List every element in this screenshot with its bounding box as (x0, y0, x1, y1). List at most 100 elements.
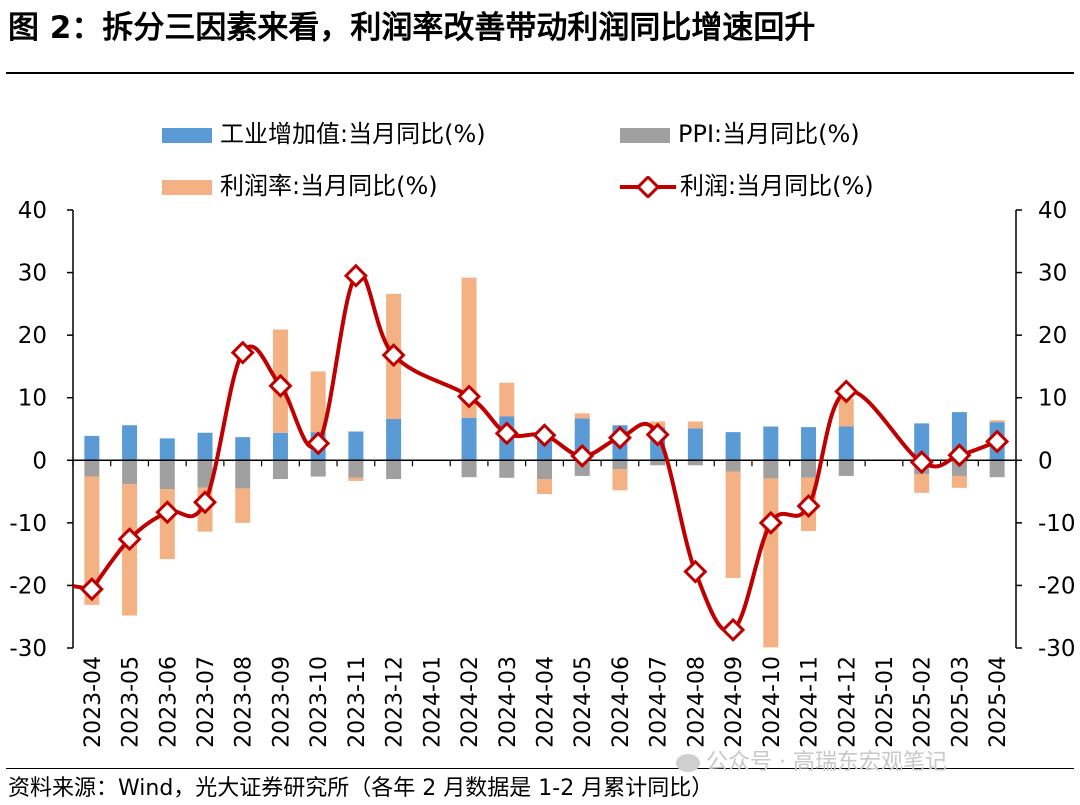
profit-marker (985, 429, 1010, 454)
x-tick-label: 2023-05 (119, 656, 144, 748)
bar-series2 (914, 474, 930, 493)
y-tick-label-left: -20 (9, 573, 47, 599)
x-tick-label: 2024-11 (798, 656, 823, 748)
profit-marker (758, 510, 783, 535)
x-tick-label: 2023-08 (232, 656, 257, 748)
profit-marker (381, 343, 406, 368)
x-tick-label: 2025-01 (873, 656, 898, 748)
x-tick-label: 2023-09 (269, 656, 294, 748)
bar-series1 (574, 460, 590, 476)
bar-series1 (159, 460, 175, 490)
y-tick-label-right: 0 (1038, 448, 1053, 474)
bar-series1 (838, 460, 854, 476)
bar-series2 (763, 478, 779, 648)
x-tick-label: 2023-04 (81, 656, 106, 748)
profit-marker (721, 617, 746, 642)
bar-series1 (310, 460, 326, 477)
bar-series1 (989, 460, 1005, 478)
bar-series0 (687, 428, 703, 461)
bar-series1 (951, 460, 967, 476)
profit-marker (457, 384, 482, 409)
y-tick-label-right: -30 (1038, 636, 1076, 662)
bar-series2 (838, 398, 854, 427)
x-tick-label: 2024-07 (647, 656, 672, 748)
y-tick-label-right: 40 (1038, 198, 1067, 224)
bar-series0 (725, 432, 741, 461)
y-tick-label-right: 10 (1038, 386, 1067, 412)
profit-marker (796, 493, 821, 518)
y-tick-label-right: -10 (1038, 511, 1076, 537)
bar-series0 (348, 431, 364, 461)
x-tick-label: 2024-04 (534, 656, 559, 748)
watermark-text: 公众号 · 高瑞东宏观笔记 (706, 750, 947, 775)
bar-series2 (951, 475, 967, 488)
bar-series1 (348, 460, 364, 478)
bar-series1 (197, 460, 213, 488)
y-tick-label-right: -20 (1038, 573, 1076, 599)
bar-series2 (348, 477, 364, 481)
bar-series2 (310, 371, 326, 433)
bar-series2 (725, 471, 741, 578)
x-tick-label: 2025-04 (986, 656, 1011, 748)
x-tick-label: 2024-03 (496, 656, 521, 748)
x-tick-label: 2024-02 (458, 656, 483, 748)
x-tick-label: 2024-01 (420, 656, 445, 748)
bar-series2 (687, 421, 703, 429)
profit-marker (79, 577, 104, 602)
bar-series1 (687, 460, 703, 466)
profit-marker (532, 423, 557, 448)
legend-item-industrial: 工业增加值:当月同比(%) (162, 114, 486, 149)
bar-series0 (461, 417, 477, 461)
legend-item-profit: 利润:当月同比(%) (620, 166, 874, 201)
profit-marker (570, 443, 595, 468)
x-tick-label: 2023-12 (383, 656, 408, 748)
bar-series0 (272, 432, 288, 461)
bar-series1 (650, 460, 666, 466)
profit-marker (645, 422, 670, 447)
legend-swatch-margin (162, 179, 212, 195)
legend-label-ppi: PPI:当月同比(%) (678, 120, 860, 148)
bar-series1 (499, 460, 515, 478)
legend-swatch-industrial (162, 127, 212, 143)
y-tick-label-right: 30 (1038, 261, 1067, 287)
profit-marker (947, 443, 972, 468)
profit-marker (494, 421, 519, 446)
x-tick-label: 2025-03 (948, 656, 973, 748)
y-tick-label-left: 0 (32, 448, 47, 474)
y-tick-label-left: -10 (9, 511, 47, 537)
bar-series2 (235, 488, 251, 523)
bar-series0 (197, 432, 213, 461)
legend-label-industrial: 工业增加值:当月同比(%) (220, 120, 486, 148)
x-tick-label: 2025-02 (911, 656, 936, 748)
bar-series2 (537, 479, 552, 495)
wechat-icon (676, 754, 700, 772)
bar-series0 (84, 435, 100, 461)
profit-marker (230, 340, 255, 365)
bar-series1 (612, 460, 628, 470)
bar-series1 (272, 460, 288, 480)
legend-swatch-profit (620, 174, 676, 200)
profit-marker (117, 527, 142, 552)
bar-series2 (612, 469, 628, 491)
y-tick-label-left: 40 (18, 198, 47, 224)
profit-marker (268, 373, 293, 398)
bar-series0 (159, 438, 175, 461)
x-tick-label: 2024-12 (835, 656, 860, 748)
bar-series1 (122, 460, 138, 485)
profit-marker (607, 425, 632, 450)
source-note: 资料来源：Wind，光大证券研究所（各年 2 月数据是 1-2 月累计同比） (8, 776, 714, 801)
bar-series2 (84, 476, 100, 605)
x-tick-label: 2024-08 (684, 656, 709, 748)
bar-series1 (84, 460, 100, 477)
y-tick-label-left: 10 (18, 386, 47, 412)
legend-label-profit: 利润:当月同比(%) (680, 172, 874, 200)
bar-series0 (122, 425, 138, 461)
legend-swatch-ppi (620, 127, 670, 143)
profit-marker (155, 500, 180, 525)
legend-item-ppi: PPI:当月同比(%) (620, 114, 860, 149)
bar-series1 (725, 460, 741, 472)
profit-marker (683, 559, 708, 584)
bar-series1 (461, 460, 477, 478)
x-tick-label: 2023-11 (345, 656, 370, 748)
